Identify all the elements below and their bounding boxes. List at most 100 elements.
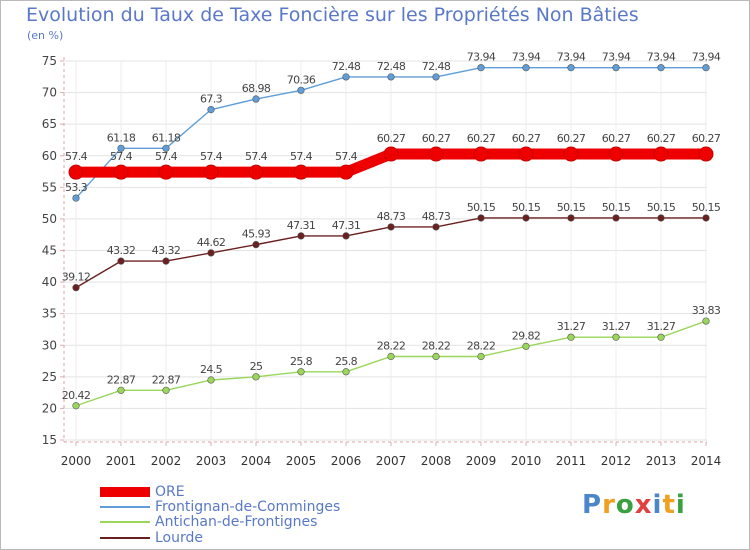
data-point [342,73,350,81]
y-tick-label: 30 [42,338,57,352]
data-point [702,214,710,222]
data-point [72,284,80,292]
x-tick-label: 2000 [61,454,92,468]
logo-letter: r [602,490,616,520]
data-point [612,333,620,341]
data-point [162,257,170,265]
data-point [207,249,215,257]
data-label: 57.4 [245,150,268,163]
x-tick-label: 2009 [466,454,497,468]
data-point [162,386,170,394]
data-label: 28.22 [422,339,451,352]
data-point [522,214,530,222]
data-point [297,86,305,94]
legend-swatch-ore [100,487,150,497]
data-point [117,386,125,394]
legend-label-ore: ORE [155,484,185,500]
data-label: 20.42 [62,389,91,402]
data-point [567,333,575,341]
data-label: 53.3 [65,181,88,194]
data-label: 50.15 [467,201,496,214]
data-point [252,241,260,249]
data-point [387,223,395,231]
series-frontignan-de-comminges: 53.3 61.18 61.18 67.3 68.98 70.36 72.48 72.48 72… [65,51,721,202]
data-point [383,146,399,162]
data-label: 44.62 [197,236,226,249]
data-label: 57.4 [200,150,223,163]
data-label: 57.4 [155,150,178,163]
data-label: 60.27 [602,132,631,145]
data-point [432,352,440,361]
data-point [432,73,440,81]
y-tick-label: 45 [42,244,57,258]
data-point [567,64,575,72]
x-tick-label: 2014 [691,454,722,468]
data-point [293,164,309,180]
data-label: 50.15 [557,201,586,214]
data-label: 60.27 [422,132,451,145]
data-label: 57.4 [335,150,358,163]
data-label: 73.94 [692,51,721,64]
data-point [473,146,489,162]
data-label: 45.93 [242,228,271,241]
data-point [612,64,620,72]
data-point [162,144,170,152]
data-label: 43.32 [107,244,136,257]
series-antichan-de-frontignes: 20.42 22.87 22.87 24.5 25 25.8 25.8 28.22 28.22 2… [62,304,721,410]
data-label: 60.27 [692,132,721,145]
data-label: 29.82 [512,329,541,342]
logo-letter: x [634,490,653,520]
data-label: 72.48 [422,60,451,73]
data-point [567,214,575,222]
data-label: 72.48 [377,60,406,73]
logo-letter: t [662,490,676,520]
logo-letter: o [615,490,635,520]
data-point [387,73,395,81]
data-label: 50.15 [602,201,631,214]
data-label: 25.8 [335,355,358,368]
data-label: 22.87 [152,373,181,386]
data-label: 73.94 [557,51,586,64]
y-tick-label: 20 [42,401,57,415]
data-label: 72.48 [332,60,361,73]
x-tick-label: 2008 [421,454,452,468]
y-tick-label: 60 [42,149,57,163]
proxiti-logo: Proxiti [582,490,686,520]
data-point [702,317,710,325]
data-point [432,223,440,231]
data-label: 50.15 [512,201,541,214]
data-point [252,95,260,103]
data-label: 43.32 [152,244,181,257]
data-label: 31.27 [557,320,586,333]
data-point [113,164,129,180]
data-point [252,373,260,381]
legend-item-lourde: Lourde [100,530,203,546]
data-point [428,146,444,162]
data-label: 28.22 [467,339,496,352]
data-point [477,214,485,222]
data-label: 70.36 [287,73,316,86]
chart-title: Evolution du Taux de Taxe Foncière sur l… [26,4,639,26]
legend-item-antichan: Antichan-de-Frontignes [100,514,317,530]
data-label: 73.94 [647,51,676,64]
data-point [117,144,125,152]
data-point [522,64,530,72]
legend-label-antichan: Antichan-de-Frontignes [155,514,318,530]
data-label: 24.5 [200,363,223,376]
data-label: 57.4 [290,150,313,163]
data-label: 57.4 [110,150,133,163]
y-tick-label: 75 [42,54,57,68]
data-point [612,214,620,222]
data-point [72,194,80,202]
data-point [608,146,624,162]
legend-swatch-lourde [100,537,150,539]
y-tick-label: 35 [42,307,57,321]
data-point [477,64,485,72]
data-point [657,333,665,341]
y-tick-label: 55 [42,180,57,194]
data-label: 31.27 [647,320,676,333]
data-label: 48.73 [422,210,451,223]
data-point [338,164,354,180]
